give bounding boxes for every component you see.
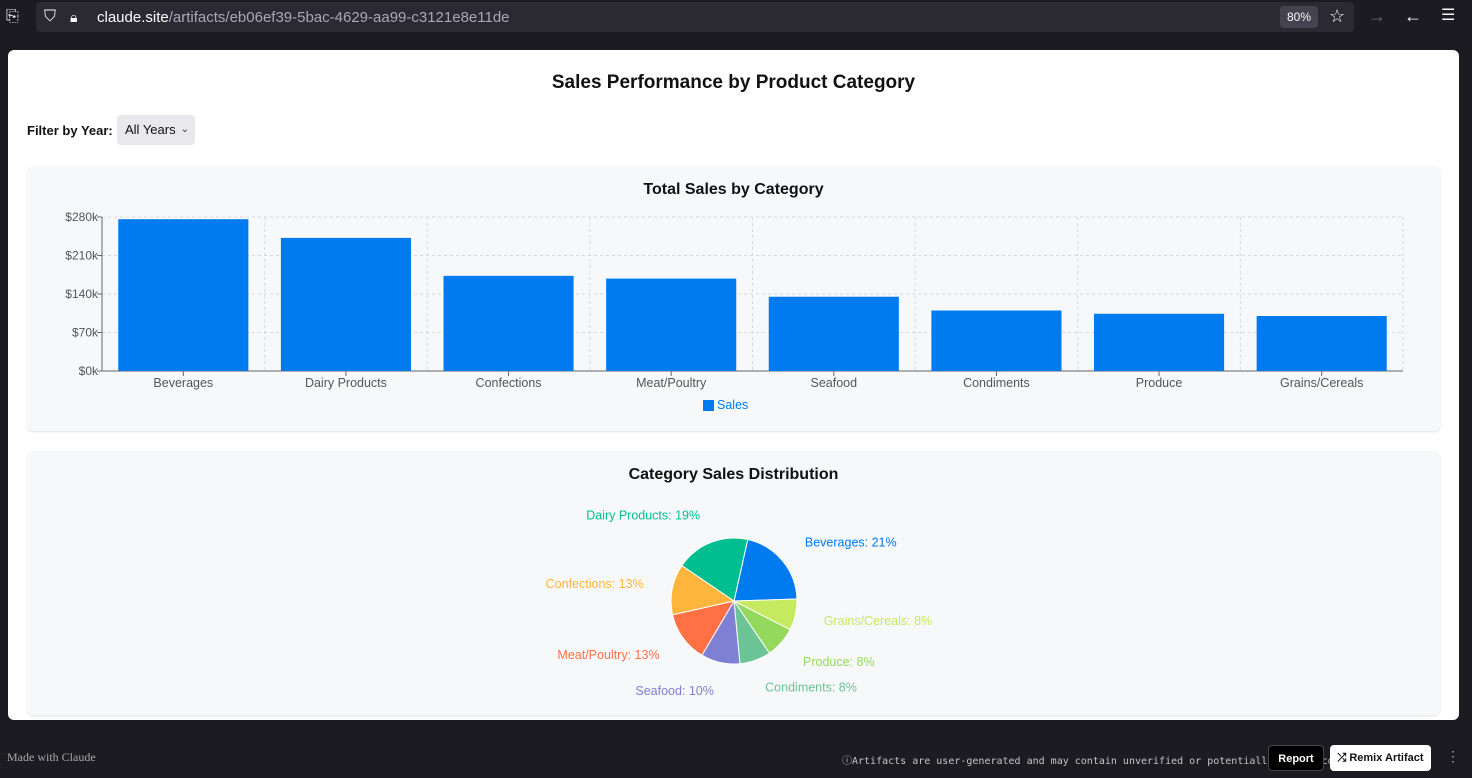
bar bbox=[443, 275, 574, 371]
pie-label: Seafood: 10% bbox=[635, 684, 714, 698]
bookmark-star-icon[interactable]: ☆ bbox=[1329, 6, 1346, 26]
back-icon[interactable]: ← bbox=[1404, 6, 1422, 26]
url-host: claude.site bbox=[97, 9, 169, 26]
y-tick-label: $280k bbox=[65, 210, 99, 224]
shuffle-icon: ⤮ bbox=[1337, 752, 1350, 764]
url-text[interactable]: claude.site/artifacts/eb06ef39-5bac-4629… bbox=[97, 9, 510, 26]
pie-chart: Beverages: 21% Grains/Cereals: 8% Produce:… bbox=[546, 508, 933, 698]
pie-label: Meat/Poultry: 13% bbox=[557, 648, 659, 662]
report-button[interactable]: Report bbox=[1268, 745, 1324, 771]
filter-label: Filter by Year: bbox=[27, 123, 113, 138]
artifact-footer: Made with Claude ⓘArtifacts are user-gen… bbox=[0, 736, 1472, 778]
bar bbox=[280, 237, 411, 371]
artifact-page: Sales Performance by Product Category Fi… bbox=[8, 50, 1459, 720]
pie-slice bbox=[681, 537, 749, 602]
bar bbox=[1094, 313, 1225, 371]
info-icon: ⓘ bbox=[842, 756, 852, 767]
bar-chart-card: Total Sales by Category $0k $70k $140k $210… bbox=[27, 166, 1440, 431]
x-tick-label: Seafood bbox=[811, 376, 858, 390]
shield-icon[interactable]: ⛉ bbox=[44, 8, 57, 25]
browser-toolbar: ⎘ ⛉ 🔒︎ claude.site/artifacts/eb06ef39-5b… bbox=[0, 0, 1472, 36]
x-tick-label: Beverages bbox=[153, 376, 213, 390]
x-tick-label: Grains/Cereals bbox=[1280, 376, 1363, 390]
y-tick-label: $0k bbox=[79, 364, 99, 378]
legend-swatch bbox=[703, 400, 714, 411]
lock-icon[interactable]: 🔒︎ bbox=[70, 9, 78, 25]
pie-label: Confections: 13% bbox=[546, 577, 644, 591]
y-tick-label: $70k bbox=[72, 326, 99, 340]
footer-notice: ⓘArtifacts are user-generated and may co… bbox=[842, 752, 1370, 767]
x-tick-label: Confections bbox=[476, 376, 542, 390]
remix-artifact-button[interactable]: ⤮ Remix Artifact bbox=[1330, 745, 1431, 771]
address-bar[interactable]: ⛉ 🔒︎ claude.site/artifacts/eb06ef39-5bac… bbox=[36, 2, 1354, 32]
url-path: /artifacts/eb06ef39-5bac-4629-aa99-c3121… bbox=[168, 9, 510, 26]
x-tick-label: Condiments bbox=[963, 376, 1030, 390]
y-tick-label: $140k bbox=[65, 287, 99, 301]
pie-label: Condiments: 8% bbox=[765, 681, 857, 695]
year-filter-select[interactable]: All Years ⌄ bbox=[117, 115, 195, 145]
more-options-icon[interactable]: ⋮ bbox=[1446, 748, 1460, 764]
pie-label: Dairy Products: 19% bbox=[586, 508, 700, 522]
bar-chart: $0k $70k $140k $210k $280k Beverages Dairy Pro… bbox=[65, 210, 1404, 412]
x-tick-label: Produce bbox=[1136, 376, 1183, 390]
chevron-down-icon: ⌄ bbox=[180, 124, 189, 135]
pie-label: Beverages: 21% bbox=[805, 535, 897, 549]
forward-icon[interactable]: → bbox=[1368, 6, 1386, 26]
menu-icon[interactable]: ☰ bbox=[1441, 7, 1456, 24]
pie-slice bbox=[733, 538, 798, 602]
footer-notice-text: Artifacts are user-generated and may con… bbox=[852, 756, 1370, 767]
pie-label: Produce: 8% bbox=[803, 655, 875, 669]
pie-chart-card: Category Sales Distribution Beverages: 2… bbox=[27, 451, 1440, 715]
zoom-level[interactable]: 80% bbox=[1280, 6, 1318, 28]
extensions-icon[interactable]: ⎘ bbox=[6, 8, 19, 25]
made-with-claude[interactable]: Made with Claude bbox=[7, 750, 96, 764]
bar bbox=[931, 310, 1062, 371]
pie-chart-title: Category Sales Distribution bbox=[628, 466, 839, 483]
x-tick-label: Meat/Poultry bbox=[636, 376, 707, 390]
bar bbox=[768, 296, 899, 371]
legend-label: Sales bbox=[717, 398, 748, 412]
remix-label: Remix Artifact bbox=[1349, 752, 1424, 764]
bar bbox=[1256, 316, 1387, 371]
pie-label: Grains/Cereals: 8% bbox=[824, 614, 932, 628]
page-title: Sales Performance by Product Category bbox=[551, 72, 916, 93]
y-tick-label: $210k bbox=[65, 249, 99, 263]
x-tick-label: Dairy Products bbox=[305, 376, 387, 390]
year-filter-value: All Years bbox=[125, 122, 176, 137]
bar bbox=[118, 219, 249, 371]
bar-chart-title: Total Sales by Category bbox=[643, 181, 824, 198]
bar bbox=[606, 278, 737, 371]
